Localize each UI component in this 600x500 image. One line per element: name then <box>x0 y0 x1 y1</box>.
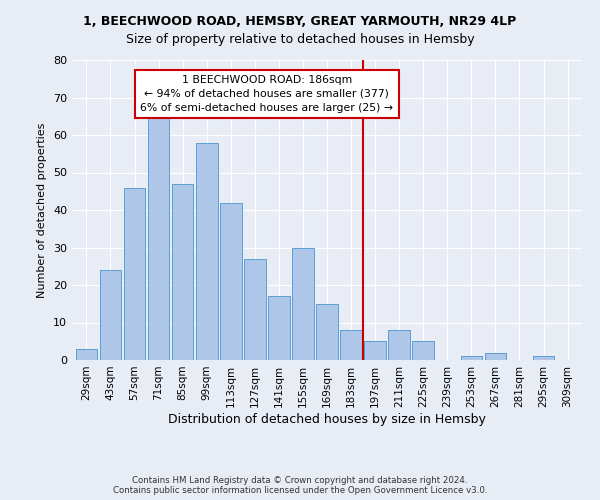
Text: 1 BEECHWOOD ROAD: 186sqm
← 94% of detached houses are smaller (377)
6% of semi-d: 1 BEECHWOOD ROAD: 186sqm ← 94% of detach… <box>140 75 394 113</box>
Bar <box>485 352 506 360</box>
Text: Contains HM Land Registry data © Crown copyright and database right 2024.
Contai: Contains HM Land Registry data © Crown c… <box>113 476 487 495</box>
Bar <box>76 349 97 360</box>
Bar <box>316 304 338 360</box>
Bar <box>340 330 362 360</box>
Bar <box>196 142 218 360</box>
Bar <box>533 356 554 360</box>
Bar <box>292 248 314 360</box>
Bar <box>412 341 434 360</box>
Y-axis label: Number of detached properties: Number of detached properties <box>37 122 47 298</box>
Text: 1, BEECHWOOD ROAD, HEMSBY, GREAT YARMOUTH, NR29 4LP: 1, BEECHWOOD ROAD, HEMSBY, GREAT YARMOUT… <box>83 15 517 28</box>
Bar <box>461 356 482 360</box>
Bar <box>244 259 266 360</box>
X-axis label: Distribution of detached houses by size in Hemsby: Distribution of detached houses by size … <box>168 412 486 426</box>
Bar <box>364 341 386 360</box>
Bar <box>124 188 145 360</box>
Bar <box>148 109 169 360</box>
Bar <box>220 202 242 360</box>
Bar <box>268 296 290 360</box>
Bar <box>172 184 193 360</box>
Text: Size of property relative to detached houses in Hemsby: Size of property relative to detached ho… <box>125 32 475 46</box>
Bar <box>100 270 121 360</box>
Bar <box>388 330 410 360</box>
